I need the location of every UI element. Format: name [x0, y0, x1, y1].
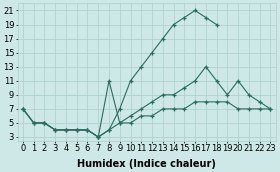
X-axis label: Humidex (Indice chaleur): Humidex (Indice chaleur) — [77, 159, 216, 169]
